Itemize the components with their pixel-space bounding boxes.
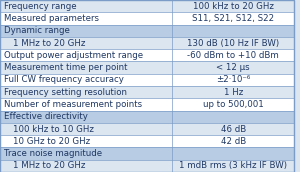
FancyBboxPatch shape (172, 25, 294, 37)
FancyBboxPatch shape (0, 74, 172, 86)
Text: Frequency setting resolution: Frequency setting resolution (4, 88, 127, 97)
FancyBboxPatch shape (172, 111, 294, 123)
Text: Measurement time per point: Measurement time per point (4, 63, 127, 72)
FancyBboxPatch shape (172, 160, 294, 172)
FancyBboxPatch shape (172, 147, 294, 160)
Text: 10 GHz to 20 GHz: 10 GHz to 20 GHz (13, 137, 90, 146)
Text: 100 kHz to 10 GHz: 100 kHz to 10 GHz (13, 125, 94, 133)
Text: Number of measurement points: Number of measurement points (4, 100, 142, 109)
Text: Measured parameters: Measured parameters (4, 14, 98, 23)
Text: 1 mdB rms (3 kHz IF BW): 1 mdB rms (3 kHz IF BW) (179, 161, 287, 170)
Text: 130 dB (10 Hz IF BW): 130 dB (10 Hz IF BW) (187, 39, 279, 47)
FancyBboxPatch shape (172, 37, 294, 49)
FancyBboxPatch shape (172, 86, 294, 98)
FancyBboxPatch shape (0, 147, 172, 160)
FancyBboxPatch shape (172, 0, 294, 12)
Text: Frequency range: Frequency range (4, 2, 76, 11)
FancyBboxPatch shape (0, 25, 172, 37)
FancyBboxPatch shape (172, 49, 294, 61)
Text: 42 dB: 42 dB (220, 137, 246, 146)
FancyBboxPatch shape (0, 49, 172, 61)
Text: Effective directivity: Effective directivity (4, 112, 87, 121)
Text: -60 dBm to +10 dBm: -60 dBm to +10 dBm (187, 51, 279, 60)
Text: Full CW frequency accuracy: Full CW frequency accuracy (4, 75, 123, 84)
FancyBboxPatch shape (172, 123, 294, 135)
FancyBboxPatch shape (0, 98, 172, 111)
FancyBboxPatch shape (0, 160, 172, 172)
FancyBboxPatch shape (172, 135, 294, 147)
FancyBboxPatch shape (172, 12, 294, 25)
Text: Trace noise magnitude: Trace noise magnitude (4, 149, 102, 158)
Text: S11, S21, S12, S22: S11, S21, S12, S22 (192, 14, 274, 23)
Text: ±2·10⁻⁶: ±2·10⁻⁶ (216, 75, 250, 84)
Text: 1 Hz: 1 Hz (224, 88, 243, 97)
FancyBboxPatch shape (0, 123, 172, 135)
Text: Dynamic range: Dynamic range (4, 26, 69, 35)
FancyBboxPatch shape (0, 135, 172, 147)
Text: 1 MHz to 20 GHz: 1 MHz to 20 GHz (13, 39, 86, 47)
FancyBboxPatch shape (0, 86, 172, 98)
Text: 46 dB: 46 dB (220, 125, 246, 133)
Text: 1 MHz to 20 GHz: 1 MHz to 20 GHz (13, 161, 86, 170)
Text: Output power adjustment range: Output power adjustment range (4, 51, 143, 60)
FancyBboxPatch shape (0, 12, 172, 25)
FancyBboxPatch shape (0, 111, 172, 123)
FancyBboxPatch shape (0, 61, 172, 74)
FancyBboxPatch shape (172, 74, 294, 86)
FancyBboxPatch shape (172, 61, 294, 74)
FancyBboxPatch shape (0, 37, 172, 49)
Text: 100 kHz to 20 GHz: 100 kHz to 20 GHz (193, 2, 274, 11)
FancyBboxPatch shape (172, 98, 294, 111)
FancyBboxPatch shape (0, 0, 172, 12)
Text: < 12 μs: < 12 μs (216, 63, 250, 72)
Text: up to 500,001: up to 500,001 (203, 100, 264, 109)
